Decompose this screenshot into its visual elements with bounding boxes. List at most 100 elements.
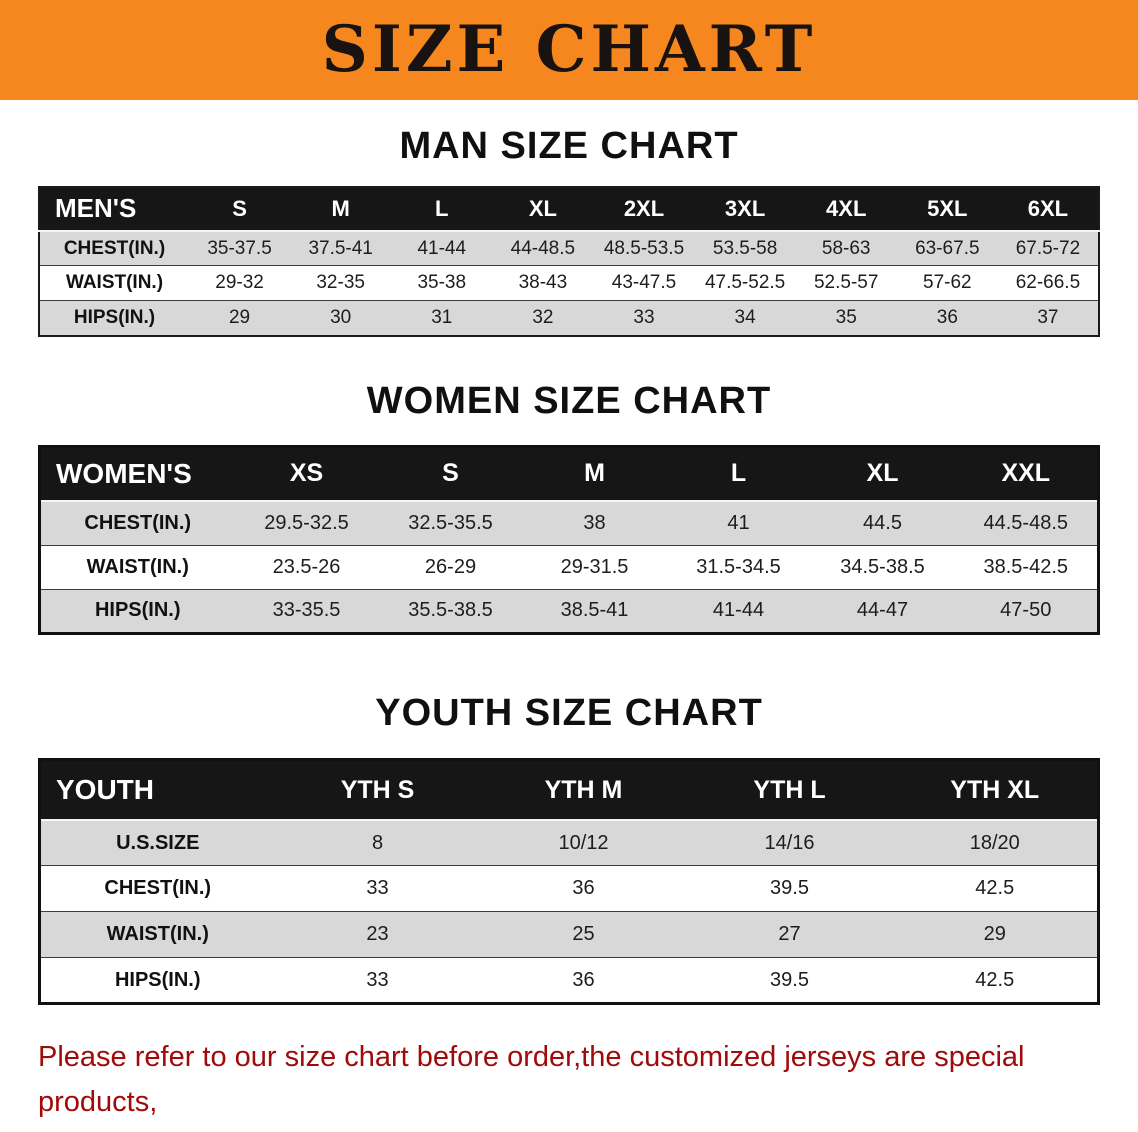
size-column-header: XXL [954, 446, 1099, 503]
table-row: CHEST(IN.) 33 36 39.5 42.5 [39, 865, 1099, 912]
size-column-header: YTH M [480, 759, 687, 821]
value-cell: 42.5 [892, 957, 1099, 1004]
footer-note: Please refer to our size chart before or… [38, 1035, 1100, 1132]
row-label-cell: CHEST(IN.) [39, 865, 275, 912]
value-cell: 39.5 [686, 957, 893, 1004]
women-size-table: WOMEN'S XS S M L XL XXL CHEST(IN.) 29.5-32.5 32.5… [38, 444, 1100, 635]
row-label-cell: HIPS(IN.) [39, 957, 275, 1004]
value-cell: 23 [274, 911, 481, 958]
value-cell: 33 [274, 957, 481, 1004]
value-cell: 67.5-72 [997, 230, 1099, 266]
row-label-cell: HIPS(IN.) [39, 300, 189, 336]
size-column-header: S [189, 186, 291, 232]
value-cell: 39.5 [686, 865, 893, 912]
value-cell: 10/12 [480, 819, 687, 866]
size-column-header: L [666, 446, 811, 503]
value-cell: 57-62 [896, 265, 998, 301]
value-cell: 48.5-53.5 [593, 230, 695, 266]
table-row: HIPS(IN.) 29 30 31 32 33 34 35 36 37 [39, 300, 1099, 336]
value-cell: 37.5-41 [290, 230, 392, 266]
table-header-row: WOMEN'S XS S M L XL XXL [39, 446, 1099, 503]
table-row: HIPS(IN.) 33-35.5 35.5-38.5 38.5-41 41-44 44-… [39, 588, 1099, 634]
value-cell: 42.5 [892, 865, 1099, 912]
size-column-header: 5XL [896, 186, 998, 232]
size-column-header: 2XL [593, 186, 695, 232]
table-row: WAIST(IN.) 29-32 32-35 35-38 38-43 43-47.5 47.… [39, 265, 1099, 301]
women-size-chart-heading: WOMEN SIZE CHART [366, 379, 772, 422]
value-cell: 26-29 [378, 544, 523, 590]
table-row: U.S.SIZE 8 10/12 14/16 18/20 [39, 819, 1099, 866]
table-header-row: YOUTH YTH S YTH M YTH L YTH XL [39, 759, 1099, 821]
table-row: CHEST(IN.) 35-37.5 37.5-41 41-44 44-48.5 48.5… [39, 230, 1099, 266]
value-cell: 36 [480, 865, 687, 912]
value-cell: 31.5-34.5 [666, 544, 811, 590]
man-size-table: MEN'S S M L XL 2XL 3XL 4XL 5XL 6XL CHEST(IN.) 35-37… [38, 185, 1100, 337]
value-cell: 32.5-35.5 [378, 500, 523, 546]
value-cell: 8 [274, 819, 481, 866]
value-cell: 47-50 [954, 588, 1099, 634]
size-column-header: 3XL [694, 186, 796, 232]
man-size-chart-heading: MAN SIZE CHART [399, 125, 739, 167]
table-row: HIPS(IN.) 33 36 39.5 42.5 [39, 957, 1099, 1004]
value-cell: 44.5-48.5 [954, 500, 1099, 546]
value-cell: 43-47.5 [593, 265, 695, 301]
value-cell: 29.5-32.5 [234, 500, 379, 546]
youth-size-chart-heading: YOUTH SIZE CHART [375, 691, 763, 734]
value-cell: 25 [480, 911, 687, 958]
table-row: WAIST(IN.) 23 25 27 29 [39, 911, 1099, 958]
row-label-cell: WAIST(IN.) [39, 265, 189, 301]
value-cell: 29 [189, 300, 291, 336]
value-cell: 30 [290, 300, 392, 336]
value-cell: 41-44 [666, 588, 811, 634]
footer-note-line-1: Please refer to our size chart before or… [38, 1041, 1025, 1119]
value-cell: 38.5-41 [522, 588, 667, 634]
size-column-header: XL [810, 446, 955, 503]
table-header-row: MEN'S S M L XL 2XL 3XL 4XL 5XL 6XL [39, 186, 1099, 232]
value-cell: 52.5-57 [795, 265, 897, 301]
value-cell: 37 [997, 300, 1099, 336]
value-cell: 29-32 [189, 265, 291, 301]
size-column-header: 6XL [997, 186, 1099, 232]
women-size-chart-section: WOMEN SIZE CHART WOMEN'S XS S M L XL XXL CHEST(… [0, 379, 1138, 635]
youth-size-chart-section: YOUTH SIZE CHART YOUTH YTH S YTH M YTH L YTH… [0, 691, 1138, 1006]
size-column-header: XS [234, 446, 379, 503]
footer-note-line-2: we don't accept cancel, change, teturn o… [38, 1125, 1100, 1132]
size-column-header: YTH XL [892, 759, 1099, 821]
youth-size-table: YOUTH YTH S YTH M YTH L YTH XL U.S.SIZE 8 10/12… [38, 758, 1100, 1006]
value-cell: 36 [480, 957, 687, 1004]
value-cell: 53.5-58 [694, 230, 796, 266]
value-cell: 38 [522, 500, 667, 546]
size-column-header: M [290, 186, 392, 232]
size-column-header: YTH S [274, 759, 481, 821]
value-cell: 33 [274, 865, 481, 912]
value-cell: 14/16 [686, 819, 893, 866]
size-column-header: 4XL [795, 186, 897, 232]
banner-title: SIZE CHART [321, 12, 817, 87]
value-cell: 32 [492, 300, 594, 336]
value-cell: 47.5-52.5 [694, 265, 796, 301]
size-column-header: M [522, 446, 667, 503]
value-cell: 35.5-38.5 [378, 588, 523, 634]
table-title-cell: MEN'S [39, 186, 189, 232]
value-cell: 36 [896, 300, 998, 336]
table-row: CHEST(IN.) 29.5-32.5 32.5-35.5 38 41 44.5 44.5… [39, 500, 1099, 546]
value-cell: 41-44 [391, 230, 493, 266]
size-column-header: S [378, 446, 523, 503]
size-column-header: YTH L [686, 759, 893, 821]
row-label-cell: U.S.SIZE [39, 819, 275, 866]
value-cell: 62-66.5 [997, 265, 1099, 301]
size-chart-banner: SIZE CHART [0, 0, 1138, 100]
value-cell: 44-47 [810, 588, 955, 634]
value-cell: 34 [694, 300, 796, 336]
value-cell: 33 [593, 300, 695, 336]
man-size-chart-section: MAN SIZE CHART MEN'S S M L XL 2XL 3XL 4XL 5XL 6XL… [0, 125, 1138, 337]
value-cell: 35-38 [391, 265, 493, 301]
row-label-cell: CHEST(IN.) [39, 500, 235, 546]
value-cell: 29 [892, 911, 1099, 958]
row-label-cell: CHEST(IN.) [39, 230, 189, 266]
value-cell: 63-67.5 [896, 230, 998, 266]
size-column-header: XL [492, 186, 594, 232]
value-cell: 27 [686, 911, 893, 958]
value-cell: 32-35 [290, 265, 392, 301]
